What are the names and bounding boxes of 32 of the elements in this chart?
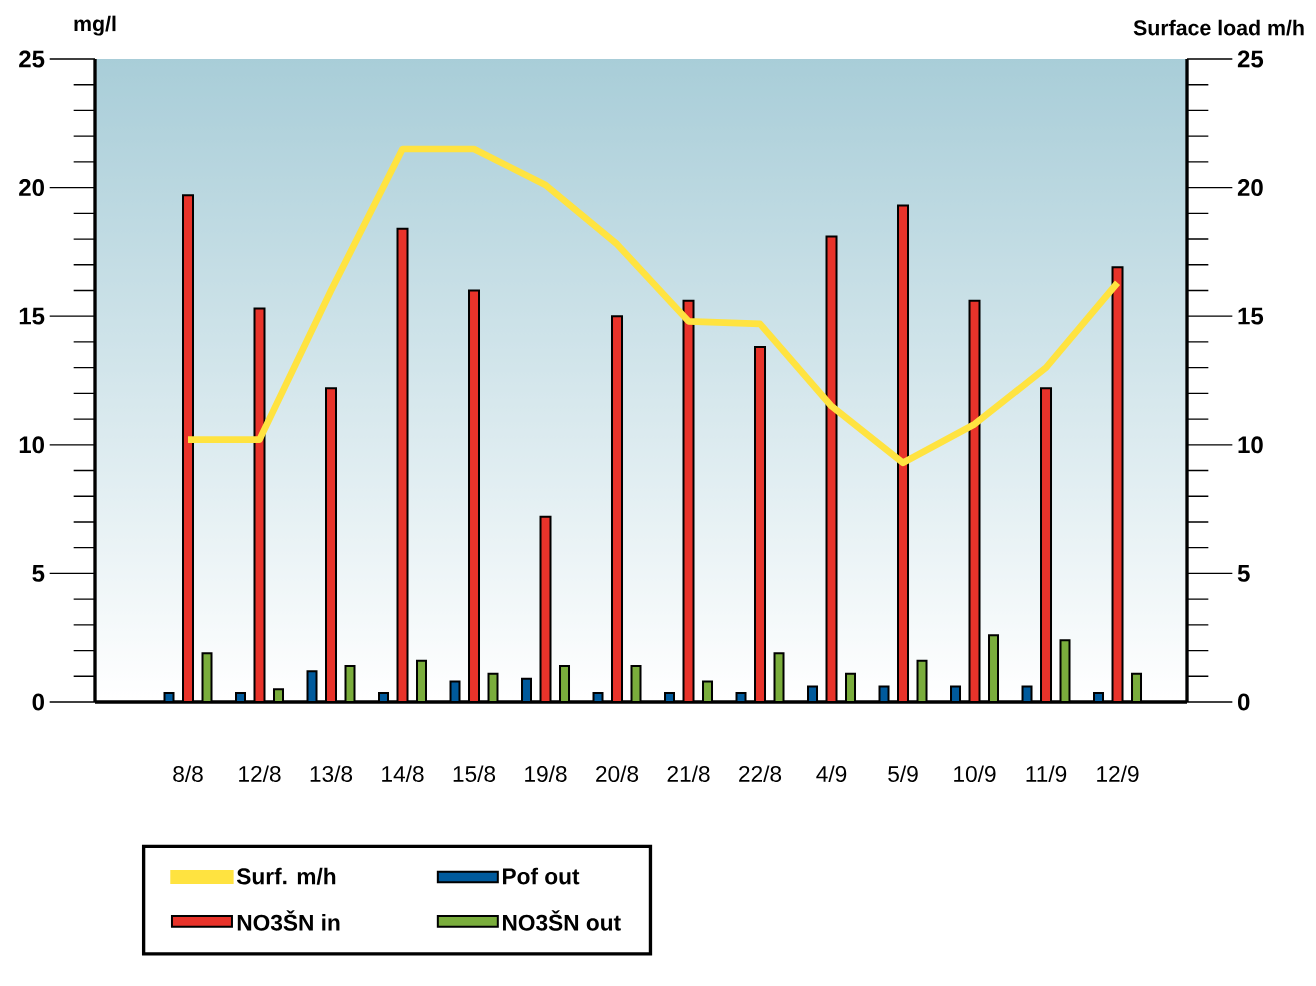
x-tick-label: 12/8 [239,765,281,783]
y-tick-label: 0 [32,693,44,711]
x-tick-label: 5/9 [888,765,918,783]
x-tick-label: 22/8 [739,765,782,783]
y-tick-label: 20 [19,179,44,197]
y2-tick-label: 25 [1237,50,1264,68]
x-tick-label: 11/9 [1026,765,1067,783]
y-tick-label: 25 [19,50,45,68]
x-tick-label: 4/9 [816,765,847,783]
x-tick-label: 8/8 [173,765,203,783]
legend-label: Pof out [503,867,580,885]
x-tick-label: 15/8 [453,765,496,783]
y-tick-label: 10 [19,436,44,454]
x-tick-label: 19/8 [525,765,567,783]
y2-tick-label: 5 [1237,565,1250,582]
x-tick-label: 14/8 [382,765,424,783]
y-tick-label: 15 [19,307,45,325]
y-tick-label: 5 [32,565,45,582]
y-axis-title: mg/l [74,15,116,36]
legend-label: Surf. m/h [236,867,336,885]
y2-tick-label: 0 [1237,693,1250,711]
x-tick-label: 20/8 [596,765,639,783]
y2-tick-label: 10 [1238,436,1263,454]
x-tick-label: 21/8 [667,765,710,783]
legend-label: NO3ŠN out [503,910,621,931]
y2-tick-label: 15 [1238,307,1264,325]
legend-label: NO3ŠN in [237,910,340,931]
x-tick-label: 10/9 [954,765,996,783]
y2-tick-label: 20 [1237,179,1263,197]
y2-axis-title: Surface load m/h [1133,19,1304,36]
x-tick-label: 12/9 [1097,765,1139,783]
x-tick-label: 13/8 [310,765,353,783]
